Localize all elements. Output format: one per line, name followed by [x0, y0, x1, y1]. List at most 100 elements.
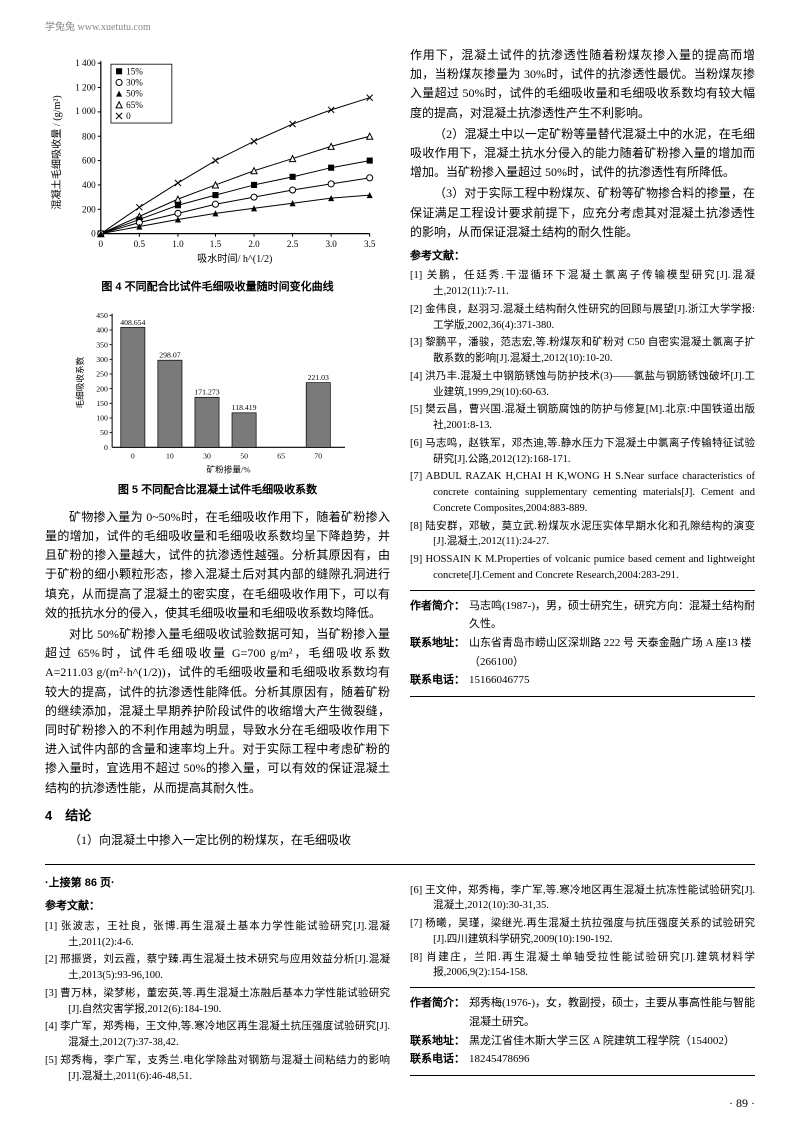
- svg-text:30: 30: [203, 451, 211, 460]
- svg-text:450: 450: [96, 311, 108, 320]
- fig4-caption: 图 4 不同配合比试件毛细吸收量随时间变化曲线: [45, 279, 390, 297]
- ref-item: [8] 肖建庄，兰阳.再生混凝土单轴受拉性能试验研究[J].建筑材料学报,200…: [410, 950, 755, 982]
- divider: [410, 1075, 755, 1076]
- svg-text:50%: 50%: [126, 89, 143, 99]
- svg-text:0: 0: [104, 443, 108, 452]
- divider: [410, 987, 755, 988]
- svg-text:298.07: 298.07: [159, 350, 180, 359]
- svg-text:50: 50: [240, 451, 248, 460]
- ref-item: [2] 金伟良，赵羽习.混凝土结构耐久性研究的回顾与展望[J].浙江大学学报:工…: [410, 302, 755, 334]
- source-link: 学兔兔 www.xuetutu.com: [45, 20, 755, 36]
- svg-text:200: 200: [96, 384, 108, 393]
- svg-text:250: 250: [96, 369, 108, 378]
- svg-text:30%: 30%: [126, 77, 143, 87]
- left-column: 0 200 400 600 800 1 000 1 200 1 400 0 0.…: [45, 46, 390, 852]
- svg-text:混凝土毛细吸收量 / (g/m²): 混凝土毛细吸收量 / (g/m²): [50, 95, 63, 209]
- refs-title-bottom: 参考文献：: [45, 898, 390, 916]
- body-p4: 作用下，混凝土试件的抗渗透性随着粉煤灰掺入量的提高而增加，当粉煤灰掺量为 30%…: [410, 46, 755, 123]
- body-p1: 矿物掺入量为 0~50%时，在毛细吸收作用下，随着矿粉掺入量的增加，试件的毛细吸…: [45, 508, 390, 623]
- ref-item: [9] HOSSAIN K M.Properties of volcanic p…: [410, 552, 755, 584]
- ref-item: [6] 王文仲，郑秀梅，李广军,等.寒冷地区再生混凝土抗冻性能试验研究[J].混…: [410, 883, 755, 915]
- svg-text:408.654: 408.654: [120, 318, 145, 327]
- svg-text:0: 0: [126, 111, 131, 121]
- body-p3: （1）向混凝土中掺入一定比例的粉煤灰，在毛细吸收: [45, 831, 390, 850]
- svg-text:2.0: 2.0: [248, 239, 260, 249]
- author-tel-label: 联系电话：: [410, 671, 465, 690]
- svg-text:1 200: 1 200: [75, 83, 96, 93]
- svg-text:400: 400: [96, 325, 108, 334]
- bottom-columns: ·上接第 86 页· 参考文献： [1] 张波志，王社良，张博.再生混凝土基本力…: [45, 869, 755, 1087]
- bottom-left: ·上接第 86 页· 参考文献： [1] 张波志，王社良，张博.再生混凝土基本力…: [45, 869, 390, 1087]
- svg-text:1.0: 1.0: [172, 239, 184, 249]
- ref-item: [4] 洪乃丰.混凝土中钢筋锈蚀与防护技术(3)——氯盐与钢筋锈蚀破坏[J].工…: [410, 369, 755, 401]
- svg-text:70: 70: [315, 451, 323, 460]
- svg-text:221.03: 221.03: [308, 373, 329, 382]
- svg-text:50: 50: [100, 428, 108, 437]
- divider: [410, 696, 755, 697]
- continue-label: ·上接第 86 页·: [45, 875, 390, 893]
- svg-text:0: 0: [99, 239, 104, 249]
- ref-item: [1] 张波志，王社良，张博.再生混凝土基本力学性能试验研究[J].混凝土,20…: [45, 919, 390, 951]
- author-info-bottom: 作者简介：郑秀梅(1976-)，女，教副授，硕士，主要从事高性能与智能混凝土研究…: [410, 994, 755, 1069]
- section-4-title: 4 结论: [45, 806, 390, 827]
- svg-text:0: 0: [91, 229, 96, 239]
- svg-text:65%: 65%: [126, 100, 143, 110]
- ref-item: [7] ABDUL RAZAK H,CHAI H K,WONG H S.Near…: [410, 469, 755, 516]
- ref-item: [2] 邢振贤，刘云霞，蔡宁臻.再生混凝土技术研究与应用效益分析[J].混凝土,…: [45, 952, 390, 984]
- svg-text:毛细吸收系数: 毛细吸收系数: [74, 356, 85, 408]
- author-intro: 郑秀梅(1976-)，女，教副授，硕士，主要从事高性能与智能混凝土研究。: [469, 994, 755, 1031]
- svg-text:3.0: 3.0: [325, 239, 337, 249]
- svg-text:300: 300: [96, 355, 108, 364]
- refs-top-list: [1] 关鹏，任廷秀.干湿循环下混凝土氯离子传输模型研究[J].混凝土,2012…: [410, 268, 755, 583]
- ref-item: [3] 黎鹏平，潘骏，范志宏,等.粉煤灰和矿粉对 C50 自密实混凝土氯离子扩散…: [410, 335, 755, 367]
- svg-text:吸水时间/ h^(1/2): 吸水时间/ h^(1/2): [197, 252, 272, 265]
- right-column: 作用下，混凝土试件的抗渗透性随着粉煤灰掺入量的提高而增加，当粉煤灰掺量为 30%…: [410, 46, 755, 852]
- svg-text:1 000: 1 000: [75, 106, 96, 116]
- svg-text:350: 350: [96, 340, 108, 349]
- svg-text:10: 10: [166, 451, 174, 460]
- author-addr: 黑龙江省佳木斯大学三区 A 院建筑工程学院（154002）: [469, 1032, 735, 1051]
- svg-text:200: 200: [82, 204, 96, 214]
- author-addr-label: 联系地址：: [410, 1032, 465, 1051]
- body-p6: （3）对于实际工程中粉煤灰、矿粉等矿物掺合料的掺量，在保证满足工程设计要求前提下…: [410, 184, 755, 242]
- author-tel: 15166046775: [469, 671, 530, 690]
- svg-text:15%: 15%: [126, 66, 143, 76]
- author-info-top: 作者简介：马志鸣(1987-)，男，硕士研究生，研究方向：混凝土结构耐久性。 联…: [410, 597, 755, 690]
- svg-text:171.273: 171.273: [195, 388, 220, 397]
- author-addr-label: 联系地址：: [410, 634, 465, 671]
- author-addr: 山东省青岛市崂山区深圳路 222 号 天泰金融广场 A 座13 楼（266100…: [469, 634, 755, 671]
- svg-text:100: 100: [96, 413, 108, 422]
- refs-title: 参考文献：: [410, 248, 755, 266]
- svg-text:0: 0: [131, 451, 135, 460]
- author-tel: 18245478696: [469, 1050, 530, 1069]
- bar-chart-fig5: 0 50 100 150 200 250 300 350 400 450 毛细吸…: [69, 305, 362, 478]
- ref-item: [5] 郑秀梅，李广军，支秀兰.电化学除盐对钢筋与混凝土间粘结力的影响[J].混…: [45, 1053, 390, 1085]
- svg-text:1 400: 1 400: [75, 58, 96, 68]
- main-columns: 0 200 400 600 800 1 000 1 200 1 400 0 0.…: [45, 46, 755, 852]
- svg-text:800: 800: [82, 131, 96, 141]
- author-tel-label: 联系电话：: [410, 1050, 465, 1069]
- author-intro: 马志鸣(1987-)，男，硕士研究生，研究方向：混凝土结构耐久性。: [469, 597, 755, 634]
- author-intro-label: 作者简介：: [410, 597, 465, 634]
- section-divider: [45, 864, 755, 865]
- svg-text:65: 65: [277, 451, 285, 460]
- svg-text:600: 600: [82, 156, 96, 166]
- svg-text:400: 400: [82, 180, 96, 190]
- svg-text:矿粉掺量/%: 矿粉掺量/%: [207, 463, 251, 474]
- ref-item: [6] 马志鸣，赵铁军，邓杰迪,等.静水压力下混凝土中氯离子传输特征试验研究[J…: [410, 436, 755, 468]
- ref-item: [5] 樊云昌，曹兴国.混凝土钢筋腐蚀的防护与修复[M].北京:中国铁道出版社,…: [410, 402, 755, 434]
- author-intro-label: 作者简介：: [410, 994, 465, 1031]
- ref-item: [4] 李广军，郑秀梅，王文仲,等.寒冷地区再生混凝土抗压强度试验研究[J].混…: [45, 1019, 390, 1051]
- bottom-right: [6] 王文仲，郑秀梅，李广军,等.寒冷地区再生混凝土抗冻性能试验研究[J].混…: [410, 869, 755, 1087]
- line-chart-fig4: 0 200 400 600 800 1 000 1 200 1 400 0 0.…: [45, 51, 390, 274]
- fig5-caption: 图 5 不同配合比混凝土试件毛细吸收系数: [45, 482, 390, 500]
- ref-item: [1] 关鹏，任廷秀.干湿循环下混凝土氯离子传输模型研究[J].混凝土,2012…: [410, 268, 755, 300]
- svg-text:1.5: 1.5: [210, 239, 222, 249]
- svg-text:2.5: 2.5: [287, 239, 299, 249]
- ref-item: [8] 陆安群，邓敏，莫立武.粉煤灰水泥压实体早期水化和孔隙结构的演变[J].混…: [410, 519, 755, 551]
- page-number: · 89 ·: [45, 1094, 755, 1113]
- svg-text:3.5: 3.5: [364, 239, 376, 249]
- body-p2: 对比 50%矿粉掺入量毛细吸收试验数据可知，当矿粉掺入量超过 65%时，试件毛细…: [45, 625, 390, 798]
- svg-text:118.419: 118.419: [232, 403, 257, 412]
- ref-item: [3] 曹万林，梁梦彬，董宏英,等.再生混凝土冻融后基本力学性能试验研究[J].…: [45, 986, 390, 1018]
